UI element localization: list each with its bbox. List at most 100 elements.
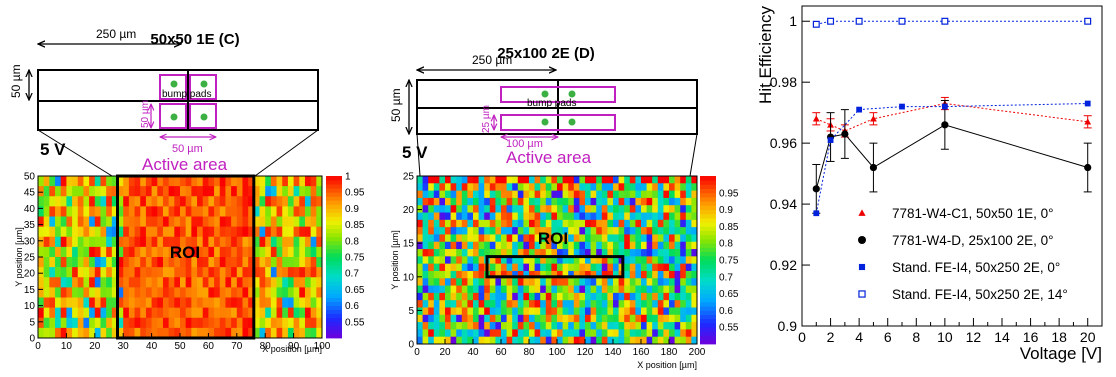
heatmap-cell bbox=[242, 196, 249, 207]
heatmap-cell bbox=[439, 241, 446, 250]
heatmap-cell bbox=[433, 300, 440, 308]
heatmap-cell bbox=[529, 227, 535, 235]
heatmap-cell bbox=[495, 219, 502, 228]
bump-pad bbox=[170, 80, 178, 88]
heatmap-cell bbox=[123, 317, 130, 329]
heatmap-cell bbox=[456, 292, 463, 301]
heatmap-cell bbox=[428, 329, 435, 338]
heatmap-cell bbox=[60, 297, 67, 309]
colorbar-swatch bbox=[700, 192, 716, 198]
heatmap-cell bbox=[293, 287, 300, 298]
heatmap-cell bbox=[557, 212, 563, 221]
heatmap-cell bbox=[579, 241, 586, 250]
heatmap-cell bbox=[641, 234, 647, 243]
heatmap-cell bbox=[624, 329, 631, 338]
heatmap-cell bbox=[478, 278, 485, 286]
heatmap-cell bbox=[191, 216, 198, 228]
heatmap-cell bbox=[590, 300, 597, 308]
heatmap-cell bbox=[680, 190, 687, 199]
heatmap-cell bbox=[657, 336, 664, 345]
heatmap-cell bbox=[629, 336, 636, 345]
heatmap-cell bbox=[185, 287, 192, 298]
heatmap-cell bbox=[545, 263, 552, 272]
heatmap-cell bbox=[685, 197, 692, 206]
heatmap-cell bbox=[145, 236, 152, 248]
heatmap-cell bbox=[89, 176, 96, 187]
x-tick-label: 180 bbox=[661, 347, 678, 358]
heatmap-cell bbox=[635, 183, 642, 191]
colorbar-swatch bbox=[700, 268, 716, 273]
heatmap-cell bbox=[545, 270, 552, 279]
heatmap-cell bbox=[579, 212, 586, 221]
heatmap-cell bbox=[568, 314, 575, 323]
heatmap-cell bbox=[568, 285, 575, 294]
heatmap-cell bbox=[140, 267, 147, 278]
heatmap-cell bbox=[596, 234, 603, 243]
heatmap-cell bbox=[253, 277, 260, 288]
heatmap-cell bbox=[657, 249, 664, 257]
heatmap-cell bbox=[674, 205, 681, 213]
heatmap-cell bbox=[439, 263, 446, 272]
heatmap-cell bbox=[214, 287, 221, 298]
heatmap-cell bbox=[629, 176, 636, 184]
heatmap-cell bbox=[601, 270, 608, 279]
heatmap-cell bbox=[501, 241, 507, 250]
heatmap-cell bbox=[191, 176, 198, 187]
heatmap-cell bbox=[685, 234, 692, 243]
heatmap-cell bbox=[417, 270, 423, 279]
heatmap-cell bbox=[607, 270, 614, 279]
heatmap-cell bbox=[618, 197, 625, 206]
heatmap-cell bbox=[562, 285, 569, 294]
heatmap-cell bbox=[680, 322, 687, 330]
heatmap-cell bbox=[287, 246, 294, 258]
heatmap-cell bbox=[100, 297, 107, 309]
heatmap-cell bbox=[202, 317, 209, 329]
heatmap-cell bbox=[641, 219, 647, 228]
heatmap-cell bbox=[197, 307, 204, 319]
heatmap-cell bbox=[523, 256, 530, 265]
heatmap-cell bbox=[529, 292, 535, 301]
heatmap-cell bbox=[473, 176, 479, 184]
heatmap-cell bbox=[439, 212, 446, 221]
heatmap-cell bbox=[174, 246, 181, 258]
y-tick-label: 0 bbox=[29, 334, 35, 345]
heatmap-cell bbox=[106, 277, 113, 288]
heatmap-cell bbox=[265, 297, 272, 309]
heatmap-cell bbox=[219, 236, 226, 248]
heatmap-cell bbox=[55, 257, 62, 268]
heatmap-cell bbox=[293, 277, 300, 288]
heatmap-cell bbox=[461, 197, 468, 206]
heatmap-cell bbox=[680, 197, 687, 206]
heatmap-cell bbox=[646, 322, 653, 330]
heatmap-cell bbox=[685, 190, 692, 199]
heatmap-cell bbox=[590, 176, 597, 184]
colorbar-swatch bbox=[326, 305, 342, 311]
heatmap-cell bbox=[83, 196, 90, 207]
heatmap-cell bbox=[151, 287, 158, 298]
heatmap-cell bbox=[601, 256, 608, 265]
heatmap-cell bbox=[287, 226, 294, 238]
heatmap-cell bbox=[652, 241, 659, 250]
heatmap-cell bbox=[168, 327, 175, 339]
circle-marker bbox=[1084, 163, 1092, 172]
heatmap-cell bbox=[652, 329, 659, 338]
heatmap-cell bbox=[674, 212, 681, 221]
heatmap-cell bbox=[445, 227, 451, 235]
heatmap-cell bbox=[657, 263, 664, 272]
roi-label: ROI bbox=[538, 229, 568, 248]
heatmap-cell bbox=[590, 329, 597, 338]
heatmap-cell bbox=[49, 307, 56, 319]
heatmap-cell bbox=[43, 236, 50, 248]
heatmap-cell bbox=[259, 176, 266, 187]
heatmap-cell bbox=[157, 307, 164, 319]
heatmap-cell bbox=[495, 205, 502, 213]
heatmap-cell bbox=[134, 246, 141, 258]
heatmap-cell bbox=[674, 292, 681, 301]
heatmap-cell bbox=[253, 226, 260, 238]
heatmap-cell bbox=[551, 336, 558, 345]
heatmap-cell bbox=[123, 176, 130, 187]
heatmap-cell bbox=[77, 206, 84, 217]
heatmap-cell bbox=[657, 285, 664, 294]
heatmap-cell bbox=[557, 329, 563, 338]
heatmap-cell bbox=[185, 317, 192, 329]
